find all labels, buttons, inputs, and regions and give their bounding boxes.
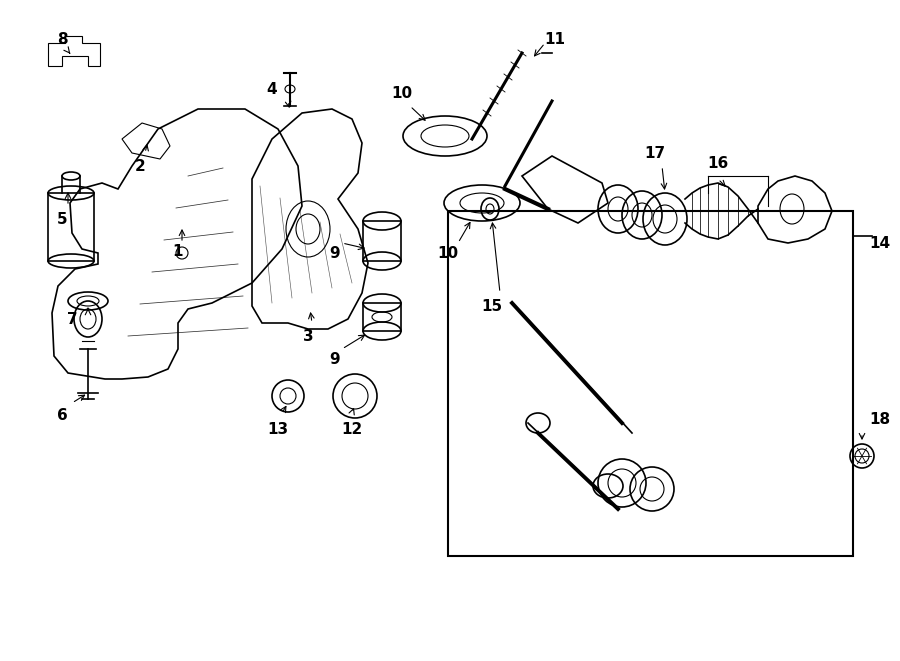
Text: 12: 12 <box>341 422 363 436</box>
Text: 2: 2 <box>135 159 146 173</box>
Text: 14: 14 <box>869 235 891 251</box>
Text: 3: 3 <box>302 329 313 344</box>
Text: 9: 9 <box>329 352 340 366</box>
Text: 11: 11 <box>544 32 565 46</box>
Text: 13: 13 <box>267 422 289 436</box>
Text: 6: 6 <box>57 408 68 424</box>
Text: 5: 5 <box>57 212 68 227</box>
Text: 4: 4 <box>266 81 277 97</box>
Text: 9: 9 <box>329 245 340 260</box>
Bar <box>48 193 94 261</box>
Text: 7: 7 <box>67 311 77 327</box>
Text: 18: 18 <box>869 412 891 426</box>
Text: 17: 17 <box>644 145 666 161</box>
Text: 10: 10 <box>437 245 459 260</box>
Text: 15: 15 <box>482 299 502 313</box>
Text: 16: 16 <box>707 155 729 171</box>
Text: 10: 10 <box>392 85 412 100</box>
Bar <box>448 211 853 556</box>
Bar <box>363 221 401 261</box>
Bar <box>363 303 401 331</box>
Text: 8: 8 <box>57 32 68 46</box>
Text: 1: 1 <box>173 243 184 258</box>
